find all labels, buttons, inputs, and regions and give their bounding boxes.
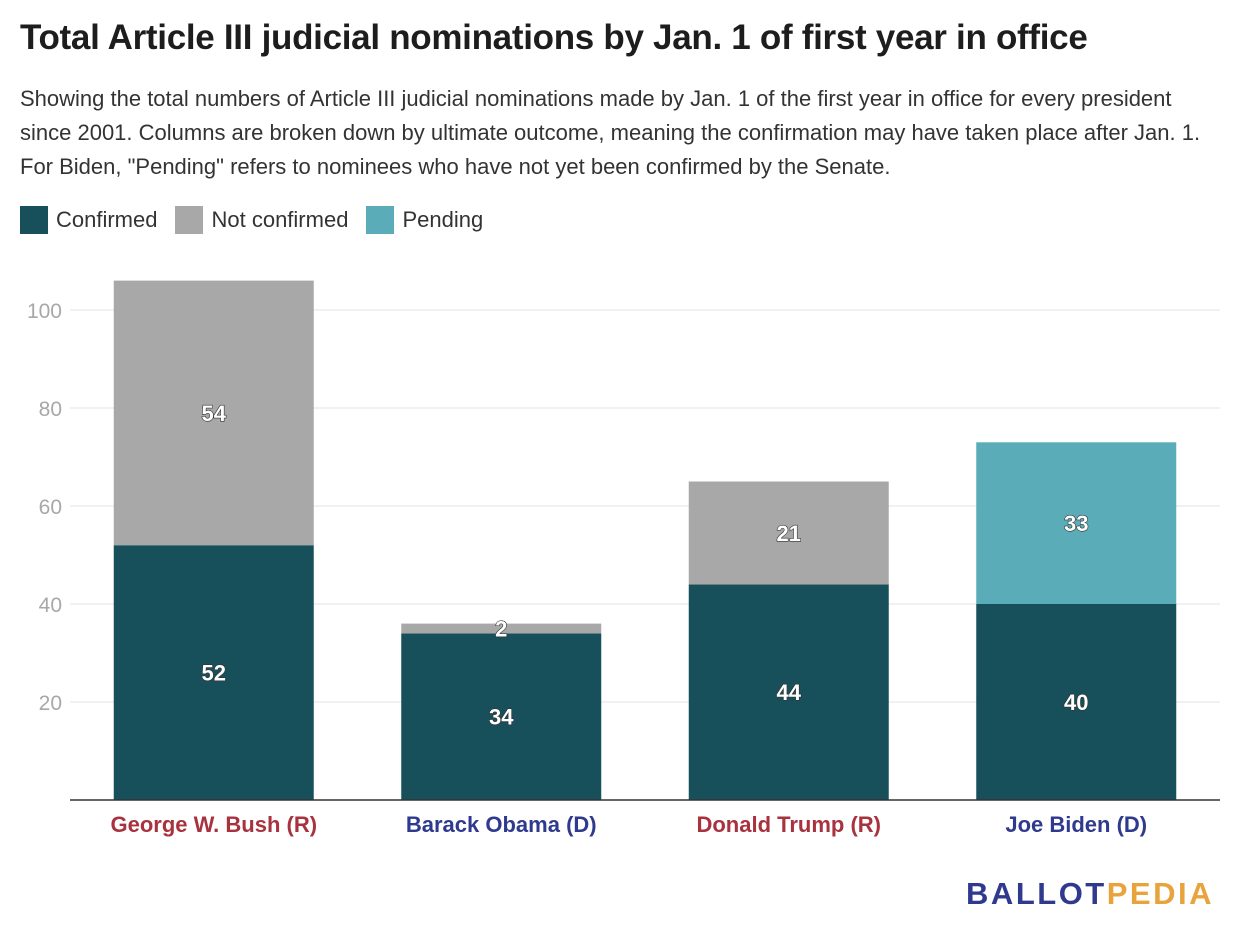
legend-swatch-not-confirmed xyxy=(175,206,204,234)
y-tick-label-60: 60 xyxy=(39,496,62,519)
chart-subtitle: Showing the total numbers of Article III… xyxy=(20,86,1201,179)
chart-title: Total Article III judicial nominations b… xyxy=(20,18,1088,57)
legend-swatch-confirmed xyxy=(20,206,48,234)
x-category-label-3: Joe Biden (D) xyxy=(1005,812,1147,837)
bar-not-confirmed-0 xyxy=(113,280,314,546)
legend-label-pending: Pending xyxy=(402,207,484,232)
logo-text-ballot: BALLOT xyxy=(966,876,1107,911)
legend-label-not-confirmed: Not confirmed xyxy=(211,207,349,232)
data-label-confirmed-0: 52 xyxy=(202,661,226,686)
bar-pending-3 xyxy=(976,442,1177,604)
data-label-pending-3: 33 xyxy=(1064,511,1088,536)
data-label-confirmed-3: 40 xyxy=(1064,690,1088,715)
bar-confirmed-2 xyxy=(688,584,889,800)
x-category-label-2: Donald Trump (R) xyxy=(696,812,881,837)
x-category-label-1: Barack Obama (D) xyxy=(406,812,597,837)
legend-item-pending: Pending xyxy=(366,206,483,234)
data-label-not-confirmed-2: 21 xyxy=(777,521,801,546)
legend-item-confirmed: Confirmed xyxy=(20,206,157,234)
legend-item-not-confirmed: Not confirmed xyxy=(175,206,348,234)
bar-not-confirmed-1 xyxy=(401,623,602,634)
data-label-confirmed-2: 44 xyxy=(777,680,802,705)
ballotpedia-logo: BALLOTPEDIA xyxy=(966,876,1214,912)
legend-swatch-pending xyxy=(366,206,395,234)
data-label-confirmed-1: 34 xyxy=(489,705,514,730)
legend: Confirmed Not confirmed Pending xyxy=(20,204,501,236)
y-tick-label-80: 80 xyxy=(39,398,62,421)
data-label-not-confirmed-1: 2 xyxy=(495,617,507,642)
y-tick-label-40: 40 xyxy=(39,594,62,617)
bar-confirmed-3 xyxy=(976,604,1177,800)
logo-text-pedia: PEDIA xyxy=(1106,876,1214,911)
bar-confirmed-1 xyxy=(401,633,602,800)
y-tick-label-100: 100 xyxy=(27,300,62,323)
data-label-not-confirmed-0: 54 xyxy=(202,401,227,426)
bar-not-confirmed-2 xyxy=(688,481,889,585)
y-tick-label-20: 20 xyxy=(39,692,62,715)
legend-label-confirmed: Confirmed xyxy=(56,207,158,232)
x-category-label-0: George W. Bush (R) xyxy=(110,812,317,837)
bar-confirmed-0 xyxy=(113,545,314,800)
